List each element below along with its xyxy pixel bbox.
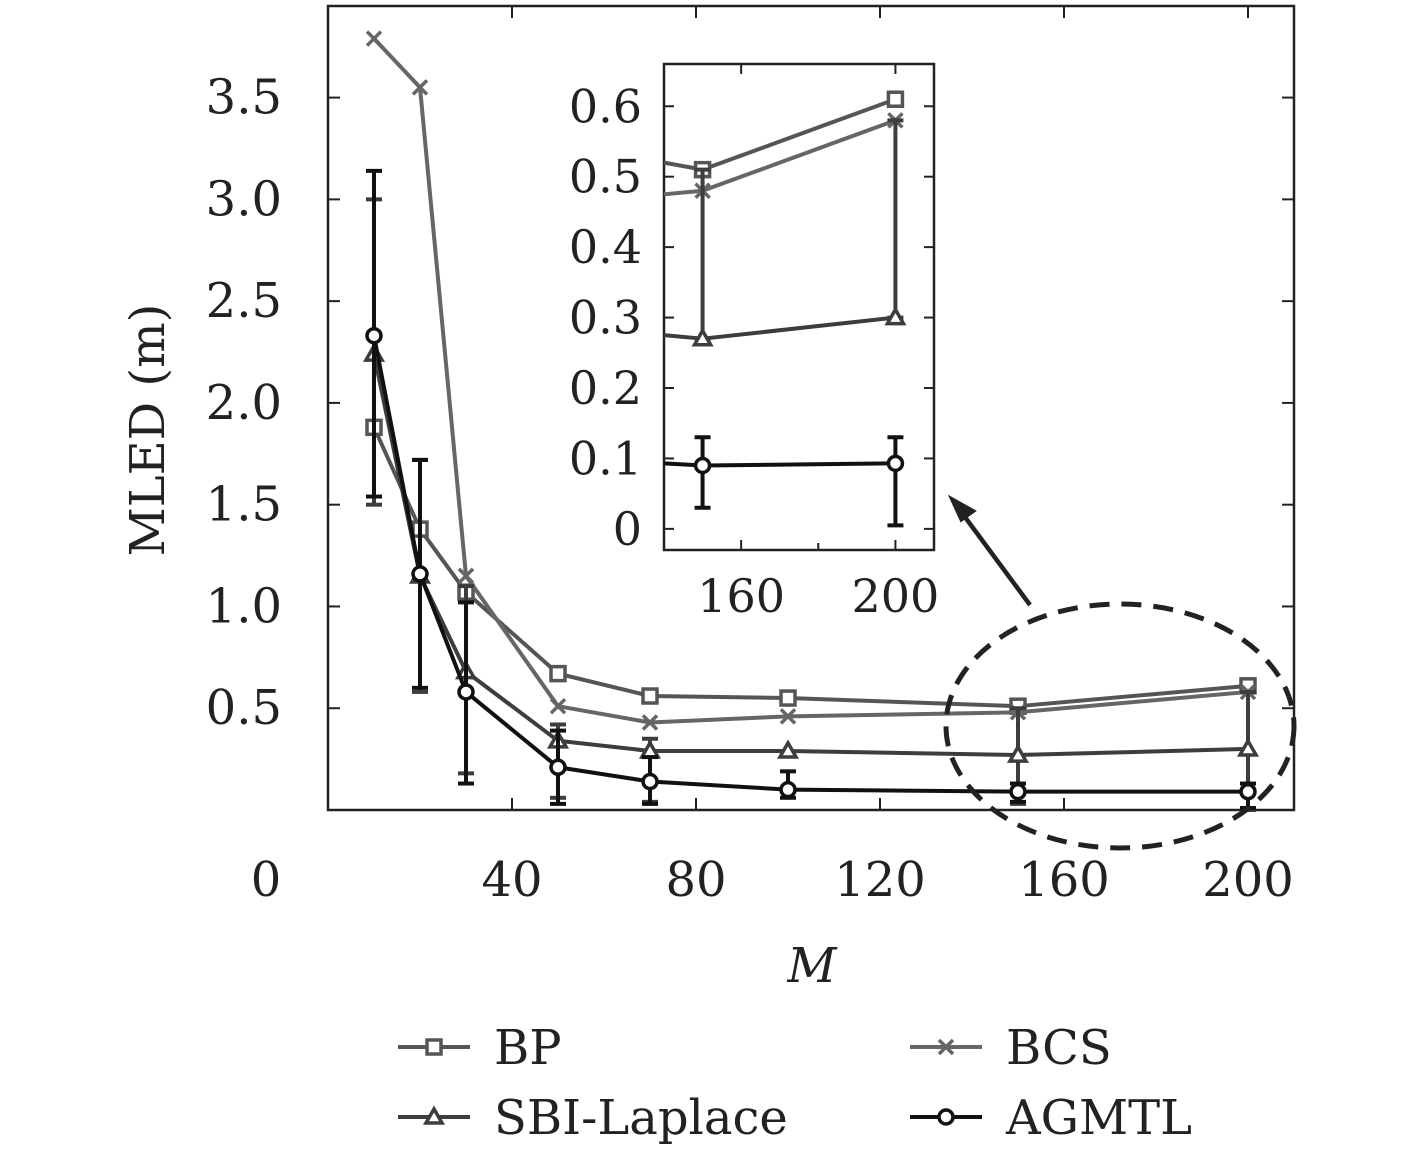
data-point-agmtl (779, 780, 797, 799)
data-point-sbi-laplace (638, 739, 662, 759)
series-line-agmtl (372, 335, 1248, 794)
inset-y-tick-label: 0.1 (569, 431, 642, 485)
legend-item-bp: BP (398, 1020, 562, 1076)
data-point-bcs (457, 567, 475, 585)
data-point-bp (641, 687, 659, 705)
data-point-bp (779, 689, 797, 707)
data-point-bcs-stroke-b (411, 79, 429, 96)
data-point-sbi-laplace (1006, 743, 1030, 763)
data-point-bcs-stroke-b (779, 708, 797, 725)
data-point-bcs (365, 30, 383, 47)
y-axis-title: MLED (m) (120, 304, 176, 557)
data-point-agmtl (411, 565, 429, 583)
inset-series-sbi-laplace (663, 118, 907, 347)
inset-y-tick-label: 0.2 (569, 361, 642, 415)
x-tick-label: 160 (1018, 852, 1110, 908)
legend-item-agmtl: AGMTL (910, 1090, 1192, 1146)
legend: BP BCS SBI-Laplace AGMTL (398, 1020, 1192, 1146)
data-point-agmtl (641, 772, 659, 791)
data-point-bcs (779, 708, 797, 725)
y-tick-label: 3.5 (206, 70, 282, 126)
x-tick-label: 0 (251, 852, 282, 908)
inset-error-bar-agmtl (887, 435, 904, 528)
inset-y-tick-label: 0.4 (569, 220, 642, 274)
legend-label-agmtl: AGMTL (1005, 1090, 1192, 1146)
zoom-ellipse (943, 601, 1297, 851)
legend-label-bcs: BCS (1006, 1020, 1112, 1076)
x-axis-title: M (786, 938, 838, 994)
inset-data-point-agmtl (886, 454, 905, 473)
inset-x-tick-label: 200 (852, 569, 940, 623)
legend-marker-bcs (937, 1038, 955, 1056)
series-line-bp (372, 426, 1249, 709)
inset-data-point-sbi-laplace (884, 305, 907, 326)
x-tick-label: 40 (481, 852, 542, 908)
inset-y-tick-label: 0.5 (569, 150, 642, 204)
series-agmtl (365, 168, 1257, 810)
inset-series-agmtl (663, 435, 905, 528)
data-point-bcs-stroke-b (641, 714, 659, 731)
data-point-sbi-laplace (1236, 737, 1260, 757)
zoom-annotation (943, 494, 1297, 851)
legend-marker-bcs-stroke-b (937, 1038, 955, 1056)
data-point-agmtl (1239, 782, 1257, 801)
data-point-bp (549, 664, 567, 683)
y-tick-label: 2.5 (206, 273, 282, 329)
data-point-bcs (549, 697, 567, 715)
y-tick-label: 0.5 (206, 680, 282, 736)
inset-y-tick-label: 0.3 (569, 291, 642, 345)
data-point-bcs (411, 79, 429, 96)
y-tick-label: 2.0 (206, 375, 282, 431)
data-point-agmtl (365, 326, 383, 345)
legend-marker-agmtl (937, 1108, 955, 1126)
inset-data-point-sbi-laplace (691, 327, 714, 347)
data-point-agmtl (1009, 782, 1027, 801)
y-tick-label: 3.0 (206, 171, 282, 227)
legend-item-bcs: BCS (910, 1020, 1112, 1076)
x-tick-label: 200 (1202, 852, 1294, 908)
data-point-agmtl (457, 683, 475, 701)
data-point-agmtl (549, 758, 567, 777)
legend-label-sbi-laplace: SBI-Laplace (494, 1090, 788, 1146)
main-plot-frame (326, 4, 1296, 812)
data-point-sbi-laplace (776, 739, 800, 759)
data-point-bcs-stroke-b (549, 697, 567, 715)
zoom-arrow-head (947, 494, 977, 523)
legend-marker-sbi-laplace (422, 1105, 446, 1125)
legend-item-sbi-laplace: SBI-Laplace (398, 1090, 788, 1146)
data-point-bcs-stroke-b (365, 30, 383, 47)
main-plot-area: 0.5 1.0 1.5 2.0 2.5 3.0 3.5 0 40 80 120 160 200 (206, 4, 1296, 908)
y-tick-label: 1.5 (206, 477, 282, 533)
inset-x-tick-label: 160 (697, 569, 785, 623)
data-point-bcs-stroke-b (457, 567, 475, 585)
legend-label-bp: BP (494, 1020, 562, 1076)
inset-plot-area: 0 0.1 0.2 0.3 0.4 0.5 0.6 160 200 (569, 62, 940, 623)
x-tick-label: 120 (834, 852, 926, 908)
inset-y-tick-label: 0.6 (569, 79, 642, 133)
inset-y-tick-label: 0 (613, 502, 642, 556)
zoom-arrow-shaft (960, 511, 1032, 607)
inset-data-point-bp (886, 90, 905, 108)
series-line-bcs (372, 37, 1249, 725)
legend-marker-bp (425, 1038, 443, 1056)
x-tick-label: 80 (665, 852, 726, 908)
data-point-bcs (641, 714, 659, 731)
y-tick-label: 1.0 (206, 578, 282, 634)
inset-data-point-agmtl (693, 456, 712, 475)
